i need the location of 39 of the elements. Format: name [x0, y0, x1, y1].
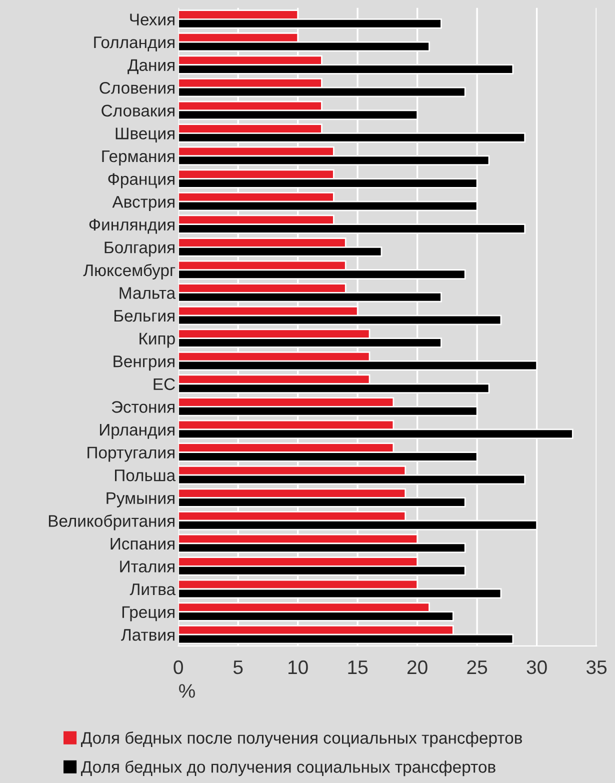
y-tick-label: Словения: [100, 82, 174, 94]
y-tick-label: Австрия: [112, 196, 174, 212]
y-tick-label: Ирландия: [100, 424, 174, 439]
x-tick-label: 5: [233, 660, 243, 674]
x-tick-label: 10: [288, 660, 308, 674]
y-tick-label: Эстония: [112, 401, 174, 413]
x-tick-label: 20: [407, 660, 428, 674]
y-tick-label: Португалия: [88, 446, 174, 462]
y-tick-label: Голландия: [94, 36, 174, 52]
y-tick-label: Латвия: [121, 629, 174, 641]
y-tick-label: Люксембург: [83, 264, 176, 280]
y-tick-label: Словакия: [102, 104, 174, 117]
y-tick-label: Италия: [120, 560, 174, 572]
x-tick-label: 15: [348, 660, 368, 674]
y-tick-label: ЕС: [154, 378, 175, 390]
x-tick-label: 35: [586, 660, 607, 674]
y-tick-label: Литва: [130, 584, 176, 596]
y-tick-label: Мальта: [120, 287, 176, 299]
legend-label: Доля бедных после получения социальных трансфертов: [80, 731, 522, 748]
y-tick-label: Дания: [128, 59, 174, 74]
y-tick-label: Греция: [122, 606, 174, 622]
y-tick-label: Румыния: [106, 492, 174, 508]
y-tick-label: Польша: [115, 470, 176, 482]
x-tick-label: 25: [467, 660, 488, 674]
y-tick-label: Болгария: [104, 242, 174, 257]
y-tick-label: Чехия: [130, 14, 174, 26]
x-tick-label: 0: [174, 660, 183, 674]
y-tick-label: Бельгия: [114, 310, 174, 322]
y-tick-label: Франция: [108, 173, 174, 188]
y-tick-label: Венгрия: [114, 356, 174, 371]
y-tick-label: Швеция: [116, 128, 174, 143]
y-tick-label: Испания: [110, 538, 174, 550]
legend-label: Доля бедных до получения социальных трансфертов: [80, 760, 496, 776]
x-axis-title: %: [179, 684, 195, 698]
y-tick-label: Финляндия: [89, 218, 174, 234]
y-tick-label: Кипр: [140, 332, 175, 348]
x-tick-label: 30: [526, 660, 547, 674]
y-tick-label: Великобритания: [48, 514, 174, 530]
y-tick-label: Германия: [102, 150, 174, 166]
